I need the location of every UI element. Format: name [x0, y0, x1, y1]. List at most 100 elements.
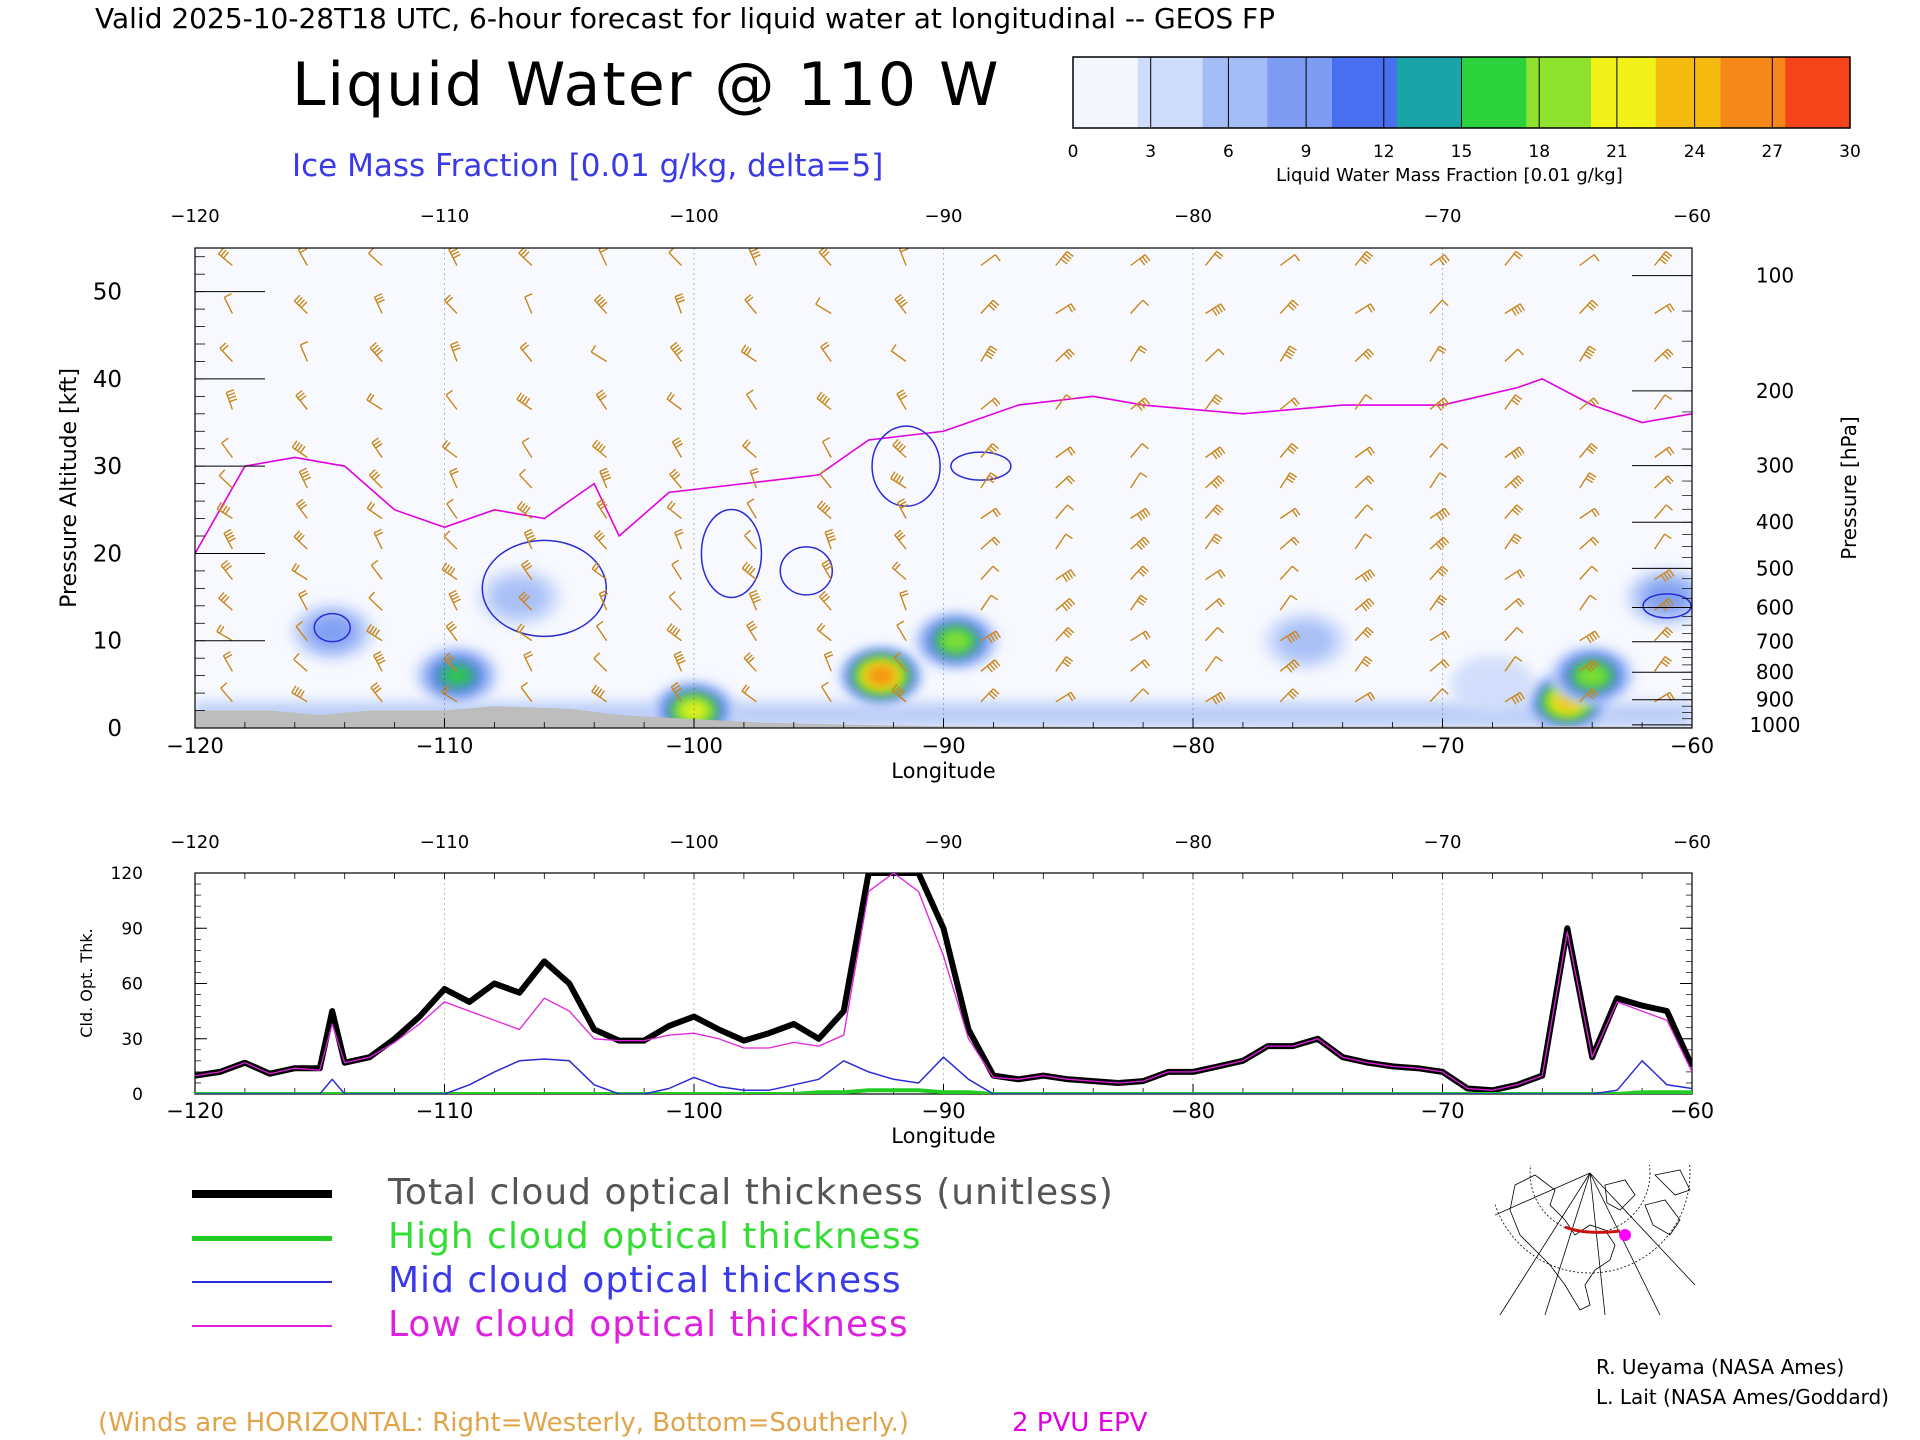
wind-barb — [748, 589, 761, 611]
colorbar-swatch — [1073, 57, 1139, 128]
wind-barb — [1504, 533, 1522, 550]
wind-barb — [221, 437, 233, 458]
wind-barb — [1055, 597, 1076, 612]
wind-barb — [1055, 569, 1076, 583]
colorbar-tick-label: 27 — [1761, 142, 1783, 162]
wind-barb — [666, 623, 682, 642]
wind-barb — [596, 498, 608, 519]
wind-barb — [1055, 250, 1074, 266]
wind-barb — [674, 293, 686, 314]
wind-barb — [373, 293, 385, 314]
wind-barb — [668, 590, 683, 611]
wind-barb — [219, 342, 233, 362]
wind-barb — [1429, 472, 1447, 489]
ice-contour — [1642, 593, 1692, 619]
legend-label-total: Total cloud optical thickness (unitless) — [388, 1172, 1114, 1213]
wind-barb — [594, 294, 608, 314]
top-upper-lon-label: −120 — [170, 206, 219, 227]
wind-barb — [223, 293, 234, 314]
wind-barb — [443, 530, 458, 550]
colorbar-tick-label: 24 — [1684, 142, 1706, 162]
wind-barb — [980, 630, 1001, 644]
colorbar-swatch — [1461, 57, 1527, 128]
colorbar-swatch — [1720, 57, 1786, 128]
wind-barb — [1654, 475, 1674, 489]
bottom-lower-lon-label: −120 — [166, 1099, 224, 1123]
wind-barb — [816, 500, 832, 520]
wind-barb — [1279, 536, 1300, 550]
wind-barb — [980, 299, 1000, 314]
chart-title: Liquid Water @ 110 W — [292, 50, 1001, 120]
wind-barb — [1579, 594, 1597, 611]
epv-note: 2 PVU EPV — [1012, 1408, 1148, 1438]
wind-barb — [450, 341, 461, 362]
wind-barb — [821, 559, 833, 580]
wind-barb — [1205, 446, 1226, 460]
wind-barb — [1279, 397, 1300, 411]
top-upper-lon-label: −90 — [925, 206, 963, 227]
wind-barb — [1055, 303, 1076, 315]
wind-barb — [1654, 394, 1672, 410]
top-lower-lon-label: −60 — [1670, 734, 1714, 758]
wind-barb — [446, 498, 458, 519]
wind-barb — [443, 294, 458, 314]
wind-barb — [518, 248, 533, 267]
wind-barb — [1504, 597, 1525, 611]
colorbar-swatch — [1655, 57, 1721, 128]
wind-barb — [524, 293, 533, 314]
wind-barb — [1279, 299, 1299, 314]
wind-barb — [1055, 691, 1076, 703]
wind-barb — [1279, 345, 1297, 362]
colorbar-swatch — [1396, 57, 1462, 128]
series-lines — [195, 873, 1692, 1094]
top-upper-lon-label: −80 — [1174, 206, 1212, 227]
wind-barb — [295, 389, 308, 410]
locator-map — [1495, 1165, 1695, 1315]
bottom-upper-lon-label: −100 — [669, 832, 718, 853]
wind-barb — [1205, 691, 1226, 705]
wind-barb — [980, 397, 1001, 411]
wind-barb — [222, 651, 234, 672]
colorbar-swatch — [1202, 57, 1268, 128]
wind-barb — [670, 341, 684, 362]
bottom-upper-lon-label: −70 — [1424, 832, 1462, 853]
wind-barb — [671, 437, 683, 458]
wind-barb — [298, 589, 308, 611]
wind-barb — [1654, 250, 1673, 266]
wind-barb — [516, 392, 533, 411]
wind-barb — [893, 651, 907, 672]
wind-barb — [980, 565, 1000, 581]
wind-barb — [1055, 475, 1075, 489]
wind-barb — [1429, 507, 1450, 521]
top-upper-lon-label: −60 — [1673, 206, 1711, 227]
wind-barb — [1579, 345, 1597, 362]
wind-barb — [1130, 630, 1151, 642]
wind-barb — [821, 681, 832, 703]
wind-barb — [980, 536, 1001, 550]
wind-barb — [1354, 475, 1375, 489]
wind-barb — [1429, 536, 1450, 551]
wind-barb — [1354, 656, 1373, 672]
wind-barb — [892, 438, 907, 459]
mid-series-line — [195, 1056, 1692, 1094]
liquid-water-blob — [1450, 655, 1535, 714]
wind-barb — [1205, 569, 1226, 581]
wind-barb — [742, 439, 757, 459]
colorbar-swatch — [1332, 57, 1398, 128]
cross-section-track — [1564, 1225, 1621, 1234]
wind-barb — [1504, 656, 1523, 672]
wind-barb — [1429, 397, 1450, 411]
wind-barb — [674, 528, 684, 550]
wind-barb — [1504, 446, 1525, 460]
credits: R. Ueyama (NASA Ames) L. Lait (NASA Ames… — [1596, 1352, 1889, 1412]
wind-barb — [445, 620, 458, 642]
wind-barb — [295, 621, 308, 642]
wind-barb — [595, 389, 608, 410]
wind-barb — [741, 561, 757, 581]
liquid-water-blob — [940, 630, 972, 652]
wind-barb — [291, 685, 308, 703]
wind-barb — [1429, 594, 1448, 611]
wind-barb — [523, 528, 537, 550]
wind-barb — [890, 471, 907, 489]
wind-barb — [225, 389, 238, 410]
